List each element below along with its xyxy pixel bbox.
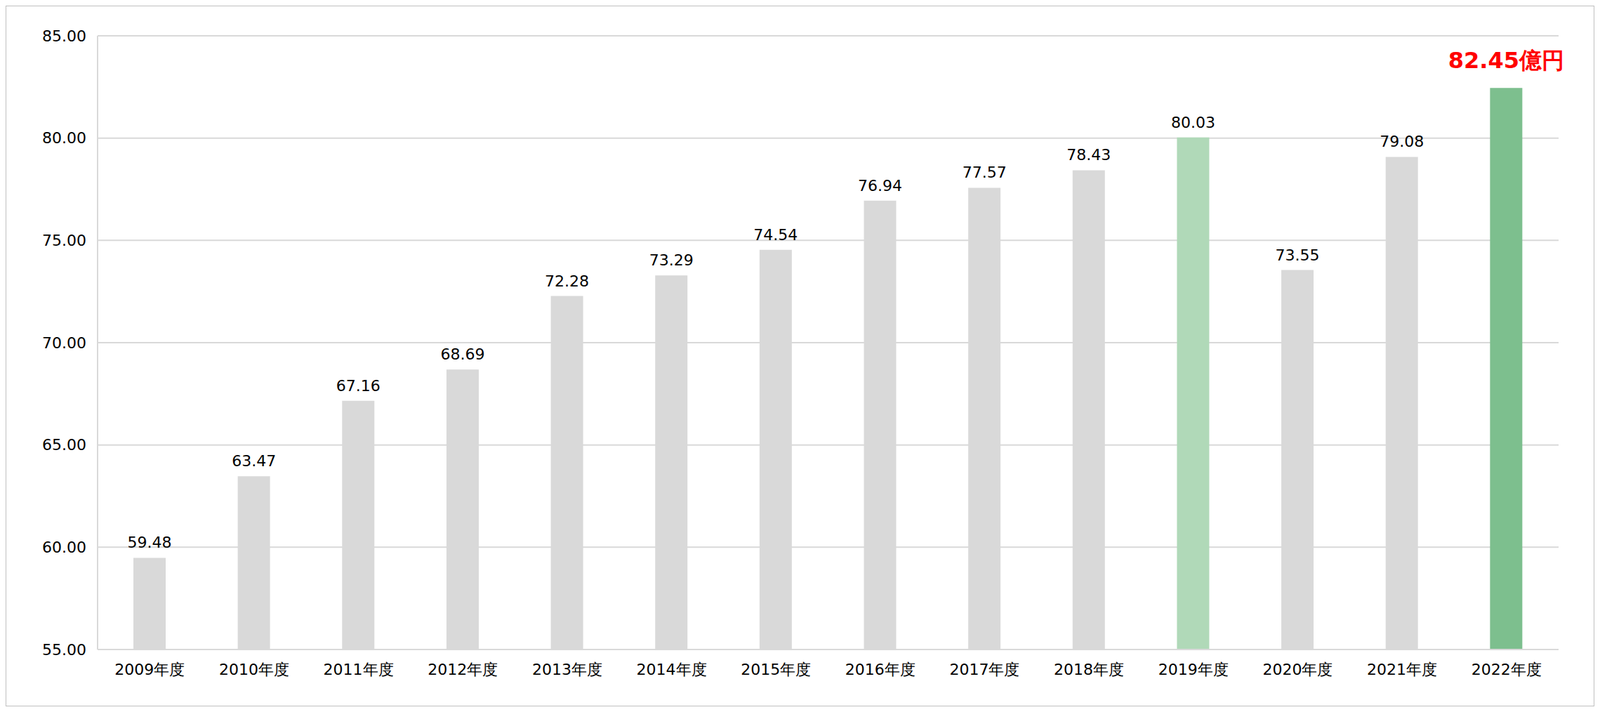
svg-text:74.54: 74.54 — [753, 226, 798, 244]
svg-text:2016年度: 2016年度 — [845, 660, 916, 679]
svg-text:55.00: 55.00 — [42, 640, 87, 659]
svg-text:2015年度: 2015年度 — [740, 660, 811, 679]
svg-text:2021年度: 2021年度 — [1366, 660, 1438, 679]
svg-text:73.29: 73.29 — [649, 251, 694, 269]
svg-text:2014年度: 2014年度 — [636, 660, 707, 679]
svg-text:65.00: 65.00 — [42, 435, 87, 454]
svg-text:78.43: 78.43 — [1066, 146, 1111, 164]
svg-text:2009年度: 2009年度 — [114, 660, 185, 679]
svg-text:67.16: 67.16 — [336, 377, 381, 395]
svg-text:2020年度: 2020年度 — [1262, 660, 1333, 679]
svg-text:79.08: 79.08 — [1379, 132, 1424, 151]
svg-text:72.28: 72.28 — [544, 272, 590, 290]
svg-text:2019年度: 2019年度 — [1158, 660, 1229, 679]
svg-text:85.00: 85.00 — [42, 27, 87, 45]
svg-text:63.47: 63.47 — [231, 452, 276, 470]
svg-text:59.48: 59.48 — [127, 533, 173, 552]
svg-text:76.94: 76.94 — [857, 176, 903, 195]
svg-text:82.45億円: 82.45億円 — [1448, 47, 1565, 74]
svg-text:2017年度: 2017年度 — [949, 660, 1020, 679]
svg-text:2011年度: 2011年度 — [323, 660, 394, 679]
svg-text:80.00: 80.00 — [42, 129, 87, 147]
svg-text:77.57: 77.57 — [962, 163, 1007, 182]
svg-text:75.00: 75.00 — [42, 231, 87, 250]
svg-text:2012年度: 2012年度 — [427, 660, 498, 679]
svg-text:68.69: 68.69 — [440, 345, 485, 363]
svg-text:2022年度: 2022年度 — [1471, 660, 1542, 679]
svg-text:2018年度: 2018年度 — [1053, 660, 1125, 679]
svg-text:80.03: 80.03 — [1171, 113, 1216, 132]
svg-text:2010年度: 2010年度 — [219, 660, 290, 679]
svg-text:73.55: 73.55 — [1275, 246, 1320, 264]
svg-text:60.00: 60.00 — [42, 538, 87, 557]
svg-text:2013年度: 2013年度 — [532, 660, 603, 679]
svg-text:70.00: 70.00 — [42, 334, 87, 352]
